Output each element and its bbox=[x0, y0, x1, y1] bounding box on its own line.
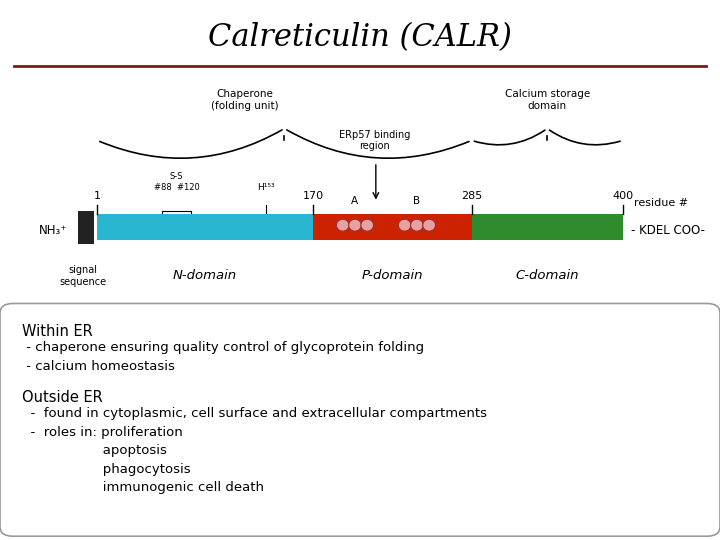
Ellipse shape bbox=[336, 219, 349, 231]
Text: P-domain: P-domain bbox=[361, 269, 423, 282]
Text: Calreticulin (CALR): Calreticulin (CALR) bbox=[208, 22, 512, 53]
Text: - chaperone ensuring quality control of glycoprotein folding
 - calcium homeosta: - chaperone ensuring quality control of … bbox=[22, 341, 424, 373]
Ellipse shape bbox=[410, 219, 423, 231]
Text: H¹⁵³: H¹⁵³ bbox=[258, 183, 275, 192]
Text: Chaperone
(folding unit): Chaperone (folding unit) bbox=[211, 89, 279, 111]
Bar bbox=[78, 211, 94, 244]
Text: A: A bbox=[351, 196, 359, 206]
Text: S-S
#88  #120: S-S #88 #120 bbox=[153, 172, 199, 192]
Ellipse shape bbox=[398, 219, 411, 231]
Bar bbox=[313, 214, 472, 240]
Text: 1: 1 bbox=[94, 191, 101, 201]
Text: 170: 170 bbox=[302, 191, 324, 201]
Bar bbox=[472, 214, 623, 240]
Text: 400: 400 bbox=[612, 191, 634, 201]
Text: B: B bbox=[413, 196, 420, 206]
Ellipse shape bbox=[361, 219, 374, 231]
Text: ERp57 binding
region: ERp57 binding region bbox=[338, 130, 410, 151]
Ellipse shape bbox=[348, 219, 361, 231]
Bar bbox=[97, 214, 313, 240]
FancyBboxPatch shape bbox=[0, 303, 720, 536]
Text: C-domain: C-domain bbox=[516, 269, 579, 282]
Text: - KDEL COO-: - KDEL COO- bbox=[631, 224, 705, 237]
Text: NH₃⁺: NH₃⁺ bbox=[39, 224, 67, 237]
Text: Within ER: Within ER bbox=[22, 324, 92, 339]
Text: 285: 285 bbox=[461, 191, 482, 201]
Text: residue #: residue # bbox=[634, 198, 688, 207]
Text: Outside ER: Outside ER bbox=[22, 390, 102, 405]
Text: Calcium storage
domain: Calcium storage domain bbox=[505, 89, 590, 111]
Text: signal
sequence: signal sequence bbox=[59, 265, 107, 287]
Ellipse shape bbox=[423, 219, 436, 231]
Text: N-domain: N-domain bbox=[173, 269, 238, 282]
Text: -  found in cytoplasmic, cell surface and extracellular compartments
  -  roles : - found in cytoplasmic, cell surface and… bbox=[22, 407, 487, 494]
